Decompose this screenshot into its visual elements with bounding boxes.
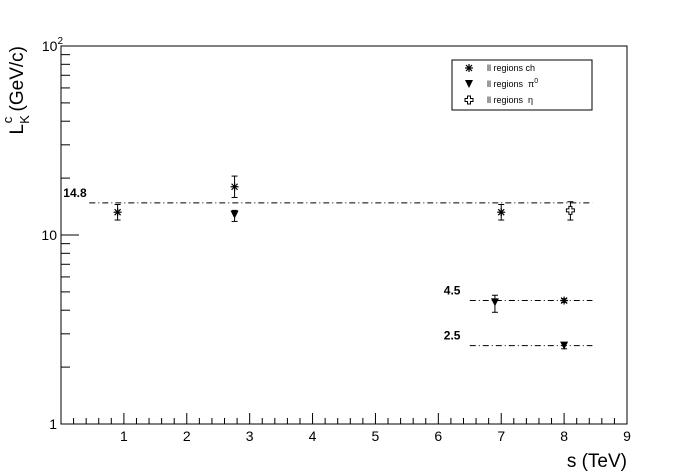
x-tick-label: 8	[560, 428, 568, 444]
data-point	[497, 204, 506, 221]
y-axis-title-unit: (GeV/c)	[7, 46, 28, 117]
data-point	[230, 209, 239, 222]
x-tick-label: 4	[309, 428, 317, 444]
legend-entry: ll regions η	[464, 95, 533, 105]
legend: ll regions ch ll regions π0 ll regions η	[451, 59, 593, 111]
reference-lines: 14.8 4.5 2.5	[63, 186, 593, 347]
legend-box	[451, 59, 593, 111]
x-tick-label: 1	[120, 428, 128, 444]
data-points	[113, 175, 575, 350]
reference-line-label: 4.5	[444, 284, 461, 298]
x-tick-label: 6	[434, 428, 442, 444]
reference-line-label: 14.8	[63, 186, 87, 200]
legend-entry: ll regions π0	[465, 78, 538, 89]
data-point	[560, 296, 569, 305]
y-axis-title-sub: K	[17, 115, 32, 124]
legend-entry: ll regions ch	[465, 63, 535, 73]
y-tick-label: 102	[42, 36, 64, 54]
x-tick-label: 7	[497, 428, 505, 444]
data-point	[230, 175, 239, 198]
y-tick-label: 10	[41, 227, 57, 243]
x-tick-label: 9	[623, 428, 631, 444]
y-tick-label: 1	[49, 416, 57, 432]
x-tick-label: 2	[183, 428, 191, 444]
reference-line-label: 2.5	[444, 329, 461, 343]
y-axis: 1 10 102	[41, 36, 79, 432]
y-axis-title-main: L	[7, 124, 28, 135]
y-axis-title-sup: c	[0, 116, 15, 123]
svg-text:ll regions ch: ll regions ch	[487, 63, 535, 73]
x-tick-label: 3	[246, 428, 254, 444]
x-axis: 1 2 3 4 5 6 7 8 9	[60, 413, 631, 444]
x-axis-title: s (TeV)	[567, 451, 627, 472]
data-point	[490, 294, 499, 313]
svg-text:LKc (GeV/c): LKc (GeV/c)	[0, 46, 32, 134]
data-point	[565, 201, 575, 221]
y-axis-title: LKc (GeV/c)	[0, 46, 32, 134]
data-point	[113, 204, 122, 221]
x-tick-label: 5	[372, 428, 380, 444]
data-point	[560, 341, 569, 350]
